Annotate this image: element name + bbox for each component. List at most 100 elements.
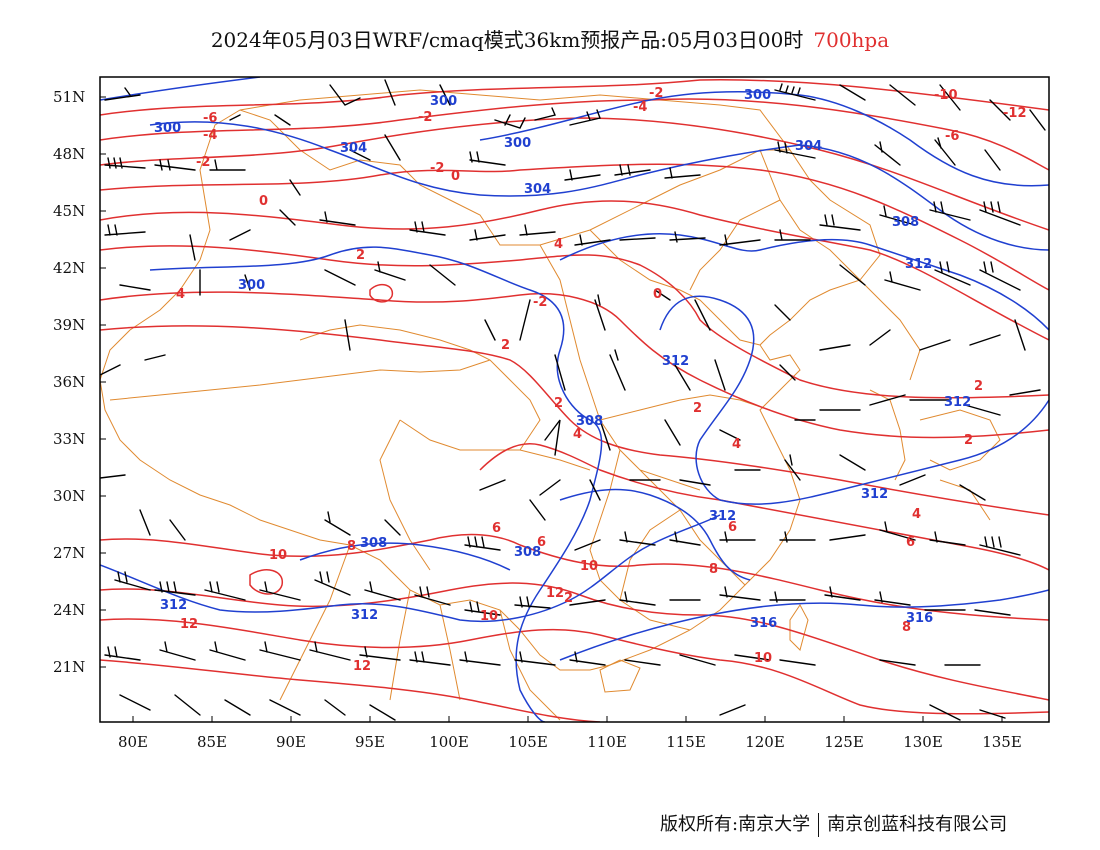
height-label: 312 xyxy=(662,354,689,369)
lon-label: 95E xyxy=(355,733,385,751)
isotherm-label: -12 xyxy=(1003,106,1027,121)
height-label: 316 xyxy=(906,611,933,626)
isotherm-label: -6 xyxy=(945,129,959,144)
lon-label: 110E xyxy=(587,733,627,751)
isotherm-label: 2 xyxy=(501,338,510,353)
height-label: 308 xyxy=(514,545,541,560)
height-label: 312 xyxy=(861,487,888,502)
mongolia-line xyxy=(239,89,791,151)
isotherm-label: -2 xyxy=(430,161,444,176)
isotherm-label: 4 xyxy=(912,507,921,522)
isotherms xyxy=(100,79,1049,722)
isotherm-label: 10 xyxy=(580,559,598,574)
lon-label: 80E xyxy=(118,733,148,751)
lon-label: 120E xyxy=(745,733,785,751)
isotherm-label: 0 xyxy=(259,194,268,209)
province-lines-west xyxy=(109,324,591,571)
isotherm-label: -2 xyxy=(649,86,663,101)
isotherm-label: 2 xyxy=(356,248,365,263)
isotherm-label: -2 xyxy=(533,295,547,310)
province-lines-east xyxy=(539,229,771,631)
isotherm-label: 0 xyxy=(653,287,662,302)
height-label: 304 xyxy=(340,141,367,156)
height-label: 300 xyxy=(154,121,181,136)
isotherm-label: 12 xyxy=(353,659,371,674)
pressure-level-label: 700hpa xyxy=(813,28,890,52)
lon-label: 85E xyxy=(197,733,227,751)
lat-label: 42N xyxy=(53,259,85,277)
title-text: 2024年05月03日WRF/cmaq模式36km预报产品:05月03日00时 xyxy=(210,28,804,52)
height-label: 312 xyxy=(944,395,971,410)
lat-label: 45N xyxy=(53,202,85,220)
isotherm-label: -4 xyxy=(633,100,647,115)
korea-japan-outline xyxy=(869,389,1001,521)
plot-frame xyxy=(99,76,1050,723)
lon-label: 125E xyxy=(824,733,864,751)
height-label: 308 xyxy=(892,215,919,230)
lon-label: 115E xyxy=(666,733,706,751)
height-label: 312 xyxy=(905,257,932,272)
isotherm-labels: -10 -12 -6 -4 -2 -6 -2 -4 -2 -2 0 0 2 4 … xyxy=(176,86,1027,674)
footer-credits: 版权所有:南京大学 南京创蓝科技有限公司 xyxy=(660,810,1007,837)
isotherm-label: 10 xyxy=(269,548,287,563)
chart-title: 2024年05月03日WRF/cmaq模式36km预报产品:05月03日00时 7… xyxy=(0,24,1100,53)
height-label: 316 xyxy=(750,616,777,631)
isotherm-label: 4 xyxy=(176,287,185,302)
isotherm-label: 2 xyxy=(964,433,973,448)
lat-label: 39N xyxy=(53,316,85,334)
isotherm-label: 4 xyxy=(554,237,563,252)
height-label: 312 xyxy=(351,608,378,623)
height-contours xyxy=(100,77,1049,722)
latitude-axis xyxy=(100,96,106,668)
height-label: 300 xyxy=(744,88,771,103)
copyright-text: 版权所有:南京大学 xyxy=(660,814,811,835)
company-name: 南京创蓝科技有限公司 xyxy=(827,814,1008,835)
longitude-labels: 80E 85E 90E 95E 100E 105E 110E 115E 120E… xyxy=(118,733,1022,751)
lat-label: 27N xyxy=(53,544,85,562)
isotherm-label: 2 xyxy=(693,401,702,416)
isotherm-label: 8 xyxy=(902,620,911,635)
isotherm-label: -2 xyxy=(418,110,432,125)
isotherm-label: 10 xyxy=(480,609,498,624)
lon-label: 135E xyxy=(982,733,1022,751)
wind-barbs xyxy=(100,79,1046,721)
lon-label: 100E xyxy=(429,733,469,751)
isotherm-label: 8 xyxy=(709,562,718,577)
isotherm-label: 6 xyxy=(537,535,546,550)
height-labels: 300 300 304 300 304 304 308 300 312 312 … xyxy=(154,88,971,631)
isotherm-label: 4 xyxy=(732,437,741,452)
isotherm-label: 6 xyxy=(728,520,737,535)
height-label: 308 xyxy=(360,536,387,551)
isotherm-label: 2 xyxy=(564,591,573,606)
isotherm-label: 2 xyxy=(974,379,983,394)
height-label: 304 xyxy=(524,182,551,197)
footer-divider xyxy=(818,813,820,837)
isotherm-label: 12 xyxy=(546,586,564,601)
lat-label: 48N xyxy=(53,145,85,163)
lat-label: 33N xyxy=(53,430,85,448)
lon-label: 105E xyxy=(508,733,548,751)
isotherm-label: 10 xyxy=(754,651,772,666)
lat-label: 51N xyxy=(53,88,85,106)
isotherm-label: 6 xyxy=(492,521,501,536)
isotherm-label: 0 xyxy=(451,169,460,184)
indochina-lines xyxy=(279,544,561,721)
height-label: 312 xyxy=(709,509,736,524)
height-label: 300 xyxy=(430,94,457,109)
height-label: 300 xyxy=(504,136,531,151)
lon-label: 90E xyxy=(276,733,306,751)
isotherm-label: -6 xyxy=(203,111,217,126)
longitude-axis xyxy=(132,716,1003,722)
isotherm-label: -2 xyxy=(196,155,210,170)
lon-label: 130E xyxy=(903,733,943,751)
latitude-labels: 51N 48N 45N 42N 39N 36N 33N 30N 27N 24N … xyxy=(53,88,85,676)
isotherm-label: -10 xyxy=(934,88,958,103)
isotherm-label: 6 xyxy=(906,535,915,550)
isotherm-label: 8 xyxy=(347,539,356,554)
map-layers: -10 -12 -6 -4 -2 -6 -2 -4 -2 -2 0 0 2 4 … xyxy=(100,77,1049,722)
lat-label: 24N xyxy=(53,601,85,619)
isotherm-label: 4 xyxy=(573,427,582,442)
height-label: 304 xyxy=(795,139,822,154)
hainan-outline xyxy=(599,659,641,693)
